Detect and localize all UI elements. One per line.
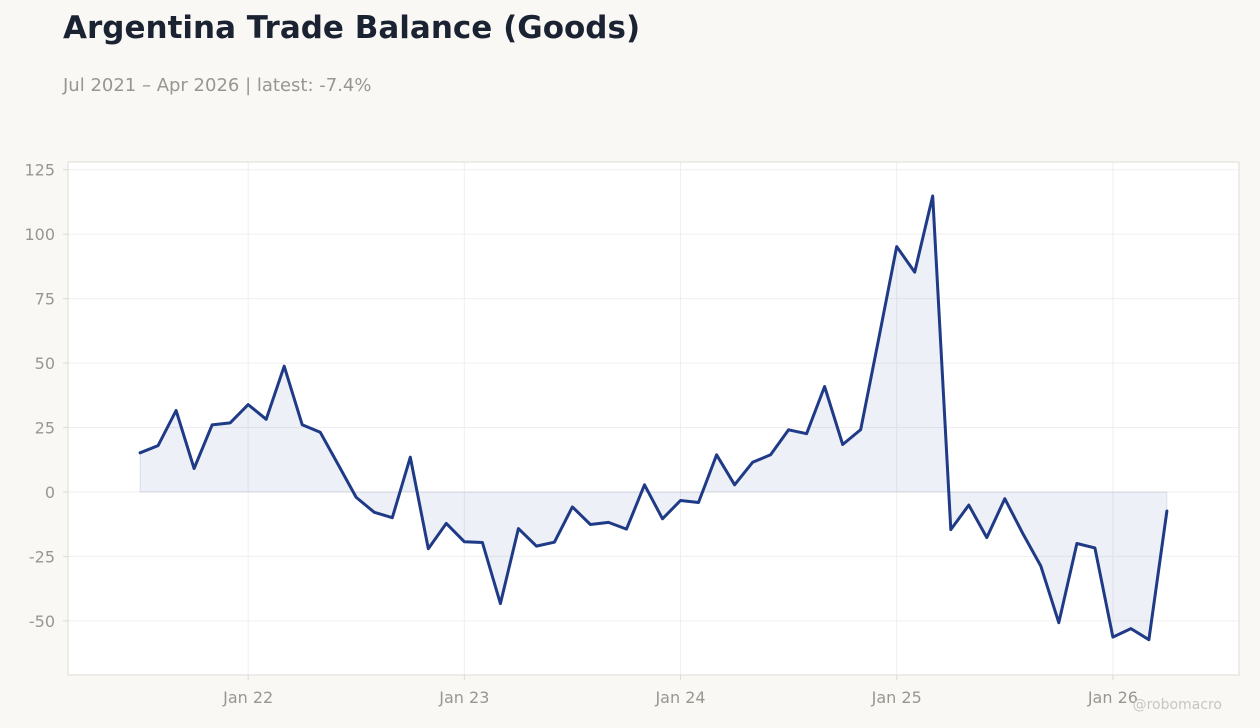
series-line <box>138 194 1169 642</box>
y-tick-label: 75 <box>35 290 55 309</box>
x-tick-label: Jan 24 <box>654 688 705 707</box>
x-tick-label: Jan 25 <box>871 688 922 707</box>
chart-title: Argentina Trade Balance (Goods) <box>63 10 641 46</box>
y-tick-label: -50 <box>29 612 55 631</box>
x-tick-label: Jan 26 <box>1087 688 1138 707</box>
x-axis-ticks: Jan 22 Jan 23 Jan 24 Jan 25 Jan 26 <box>222 675 1138 707</box>
watermark: @robomacro <box>1132 697 1222 713</box>
y-tick-label: 50 <box>35 354 55 373</box>
y-tick-label: 25 <box>35 419 55 438</box>
y-tick-label: -25 <box>29 547 55 566</box>
chart-subtitle: Jul 2021 – Apr 2026 | latest: -7.4% <box>63 75 372 96</box>
plot-frame <box>67 161 1240 676</box>
x-tick-label: Jan 22 <box>222 688 273 707</box>
x-tick-label: Jan 23 <box>438 688 489 707</box>
y-tick-label: 100 <box>24 225 55 244</box>
y-axis-ticks: 125 100 75 50 25 0 -25 -50 <box>24 161 68 631</box>
y-tick-label: 125 <box>24 161 55 180</box>
grid <box>68 162 1239 675</box>
y-tick-label: 0 <box>45 483 55 502</box>
